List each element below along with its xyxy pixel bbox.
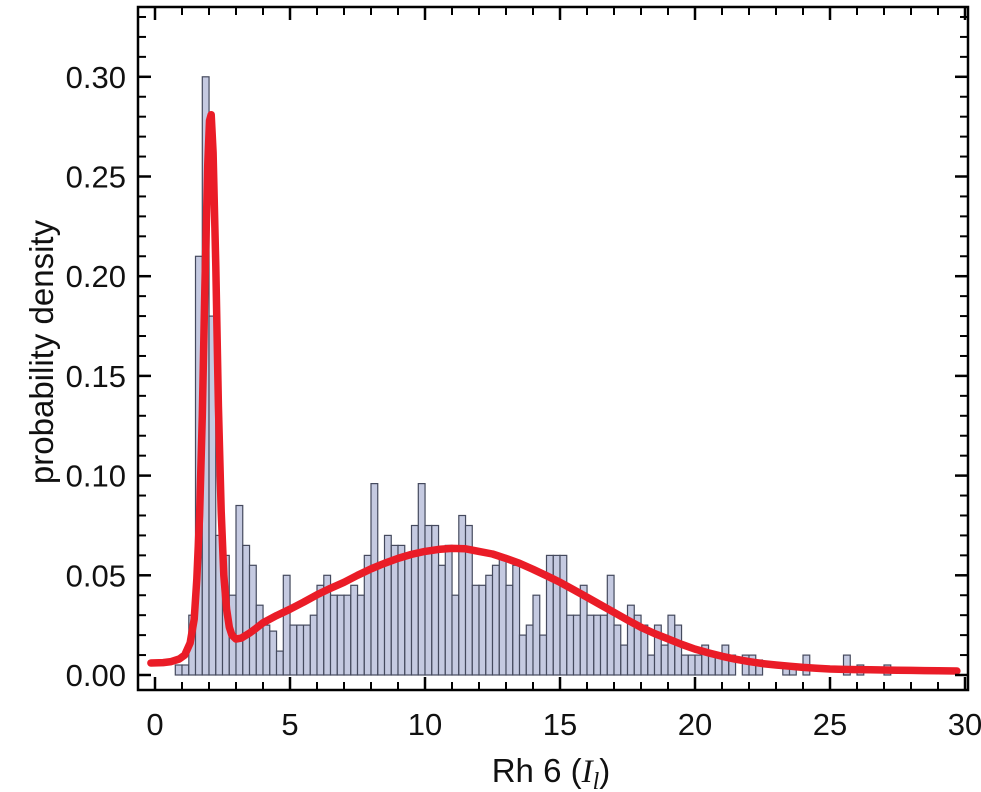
x-axis-title-close: )	[599, 752, 611, 789]
histogram-bar	[572, 614, 581, 676]
x-tick-label: 0	[146, 707, 163, 742]
histogram-bar	[275, 650, 284, 676]
histogram-bar	[566, 614, 575, 676]
x-tick-label: 5	[281, 707, 298, 742]
histogram-bar	[586, 614, 595, 676]
histogram-bar	[647, 654, 656, 676]
histogram-bar	[525, 624, 534, 676]
x-tick-label: 25	[813, 707, 847, 742]
histogram-bar	[316, 584, 325, 676]
histogram-bar	[417, 483, 426, 676]
histogram-bar	[370, 483, 379, 676]
y-tick-label: 0.30	[66, 60, 126, 95]
histogram-bar	[485, 574, 494, 676]
x-axis-title-variable: I	[581, 754, 593, 790]
histogram-bar	[437, 564, 446, 676]
histogram-bar	[289, 624, 298, 676]
y-tick-label: 0.20	[66, 259, 126, 294]
y-axis-title: probability density	[23, 219, 60, 485]
histogram-bar	[505, 584, 514, 676]
fit-curve	[147, 110, 961, 675]
histogram-bar	[491, 564, 500, 676]
histogram-bar	[532, 594, 541, 676]
histogram-bar	[626, 604, 635, 676]
histogram-bar	[302, 624, 311, 676]
histogram-bar	[539, 634, 548, 676]
histogram-bar	[694, 654, 703, 676]
histogram-bar	[680, 654, 689, 676]
histogram-bar	[498, 554, 507, 676]
histogram-bar	[377, 564, 386, 676]
histogram-bar	[620, 644, 629, 676]
histogram-bar	[390, 544, 399, 676]
histogram-bar	[606, 574, 615, 676]
x-tick-label: 15	[543, 707, 577, 742]
histogram-bar	[404, 554, 413, 676]
x-axis-title: Rh 6 (Il)	[491, 752, 611, 792]
histogram-bar	[174, 664, 183, 676]
plot-frame	[136, 5, 970, 692]
histogram-bar	[660, 644, 669, 676]
histogram-bar	[282, 574, 291, 676]
y-tick-label: 0.00	[66, 658, 126, 693]
histogram-bar	[471, 584, 480, 676]
y-tick-label: 0.15	[66, 359, 126, 394]
histogram-bar	[262, 624, 271, 676]
histogram-bar	[559, 554, 568, 676]
histogram-bar	[397, 544, 406, 676]
histogram-bar	[242, 544, 251, 676]
histogram-bar	[181, 664, 190, 676]
histogram-bar	[687, 654, 696, 676]
histogram-bar	[444, 544, 453, 676]
histogram-bar	[613, 624, 622, 676]
histogram-bar	[255, 604, 264, 676]
histogram-bar	[309, 614, 318, 676]
histogram-bar	[674, 624, 683, 676]
histogram-bar	[336, 594, 345, 676]
y-tick-label: 0.10	[66, 459, 126, 494]
x-axis-title-subscript: l	[592, 769, 600, 792]
x-tick-label: 10	[408, 707, 442, 742]
x-tick-label: 20	[678, 707, 712, 742]
histogram-bar	[350, 584, 359, 676]
histogram-bar	[451, 594, 460, 676]
histogram-bar	[478, 584, 487, 676]
histogram-bar	[343, 594, 352, 676]
histogram-bar	[269, 630, 278, 676]
histogram-bar	[518, 634, 527, 676]
histogram-bar	[593, 614, 602, 676]
histogram-bar	[208, 315, 217, 676]
x-tick-label: 30	[948, 707, 981, 742]
histogram-bar	[552, 554, 561, 676]
histogram-bar	[248, 564, 257, 676]
y-tick-label: 0.05	[66, 558, 126, 593]
histogram-bar	[599, 614, 608, 676]
histogram-bar	[235, 504, 244, 676]
histogram-bar	[458, 514, 467, 676]
histogram-bar	[512, 564, 521, 676]
histogram-bar	[296, 624, 305, 676]
histogram-bars	[174, 76, 892, 676]
y-tick-label: 0.25	[66, 160, 126, 195]
histogram-bar	[842, 654, 851, 676]
histogram-bar	[329, 594, 338, 676]
histogram-bar	[410, 524, 419, 676]
histogram-bar	[383, 534, 392, 676]
axis-ticks	[138, 7, 968, 690]
histogram-bar	[356, 594, 365, 676]
x-axis-title-text: Rh 6 (	[491, 752, 582, 789]
